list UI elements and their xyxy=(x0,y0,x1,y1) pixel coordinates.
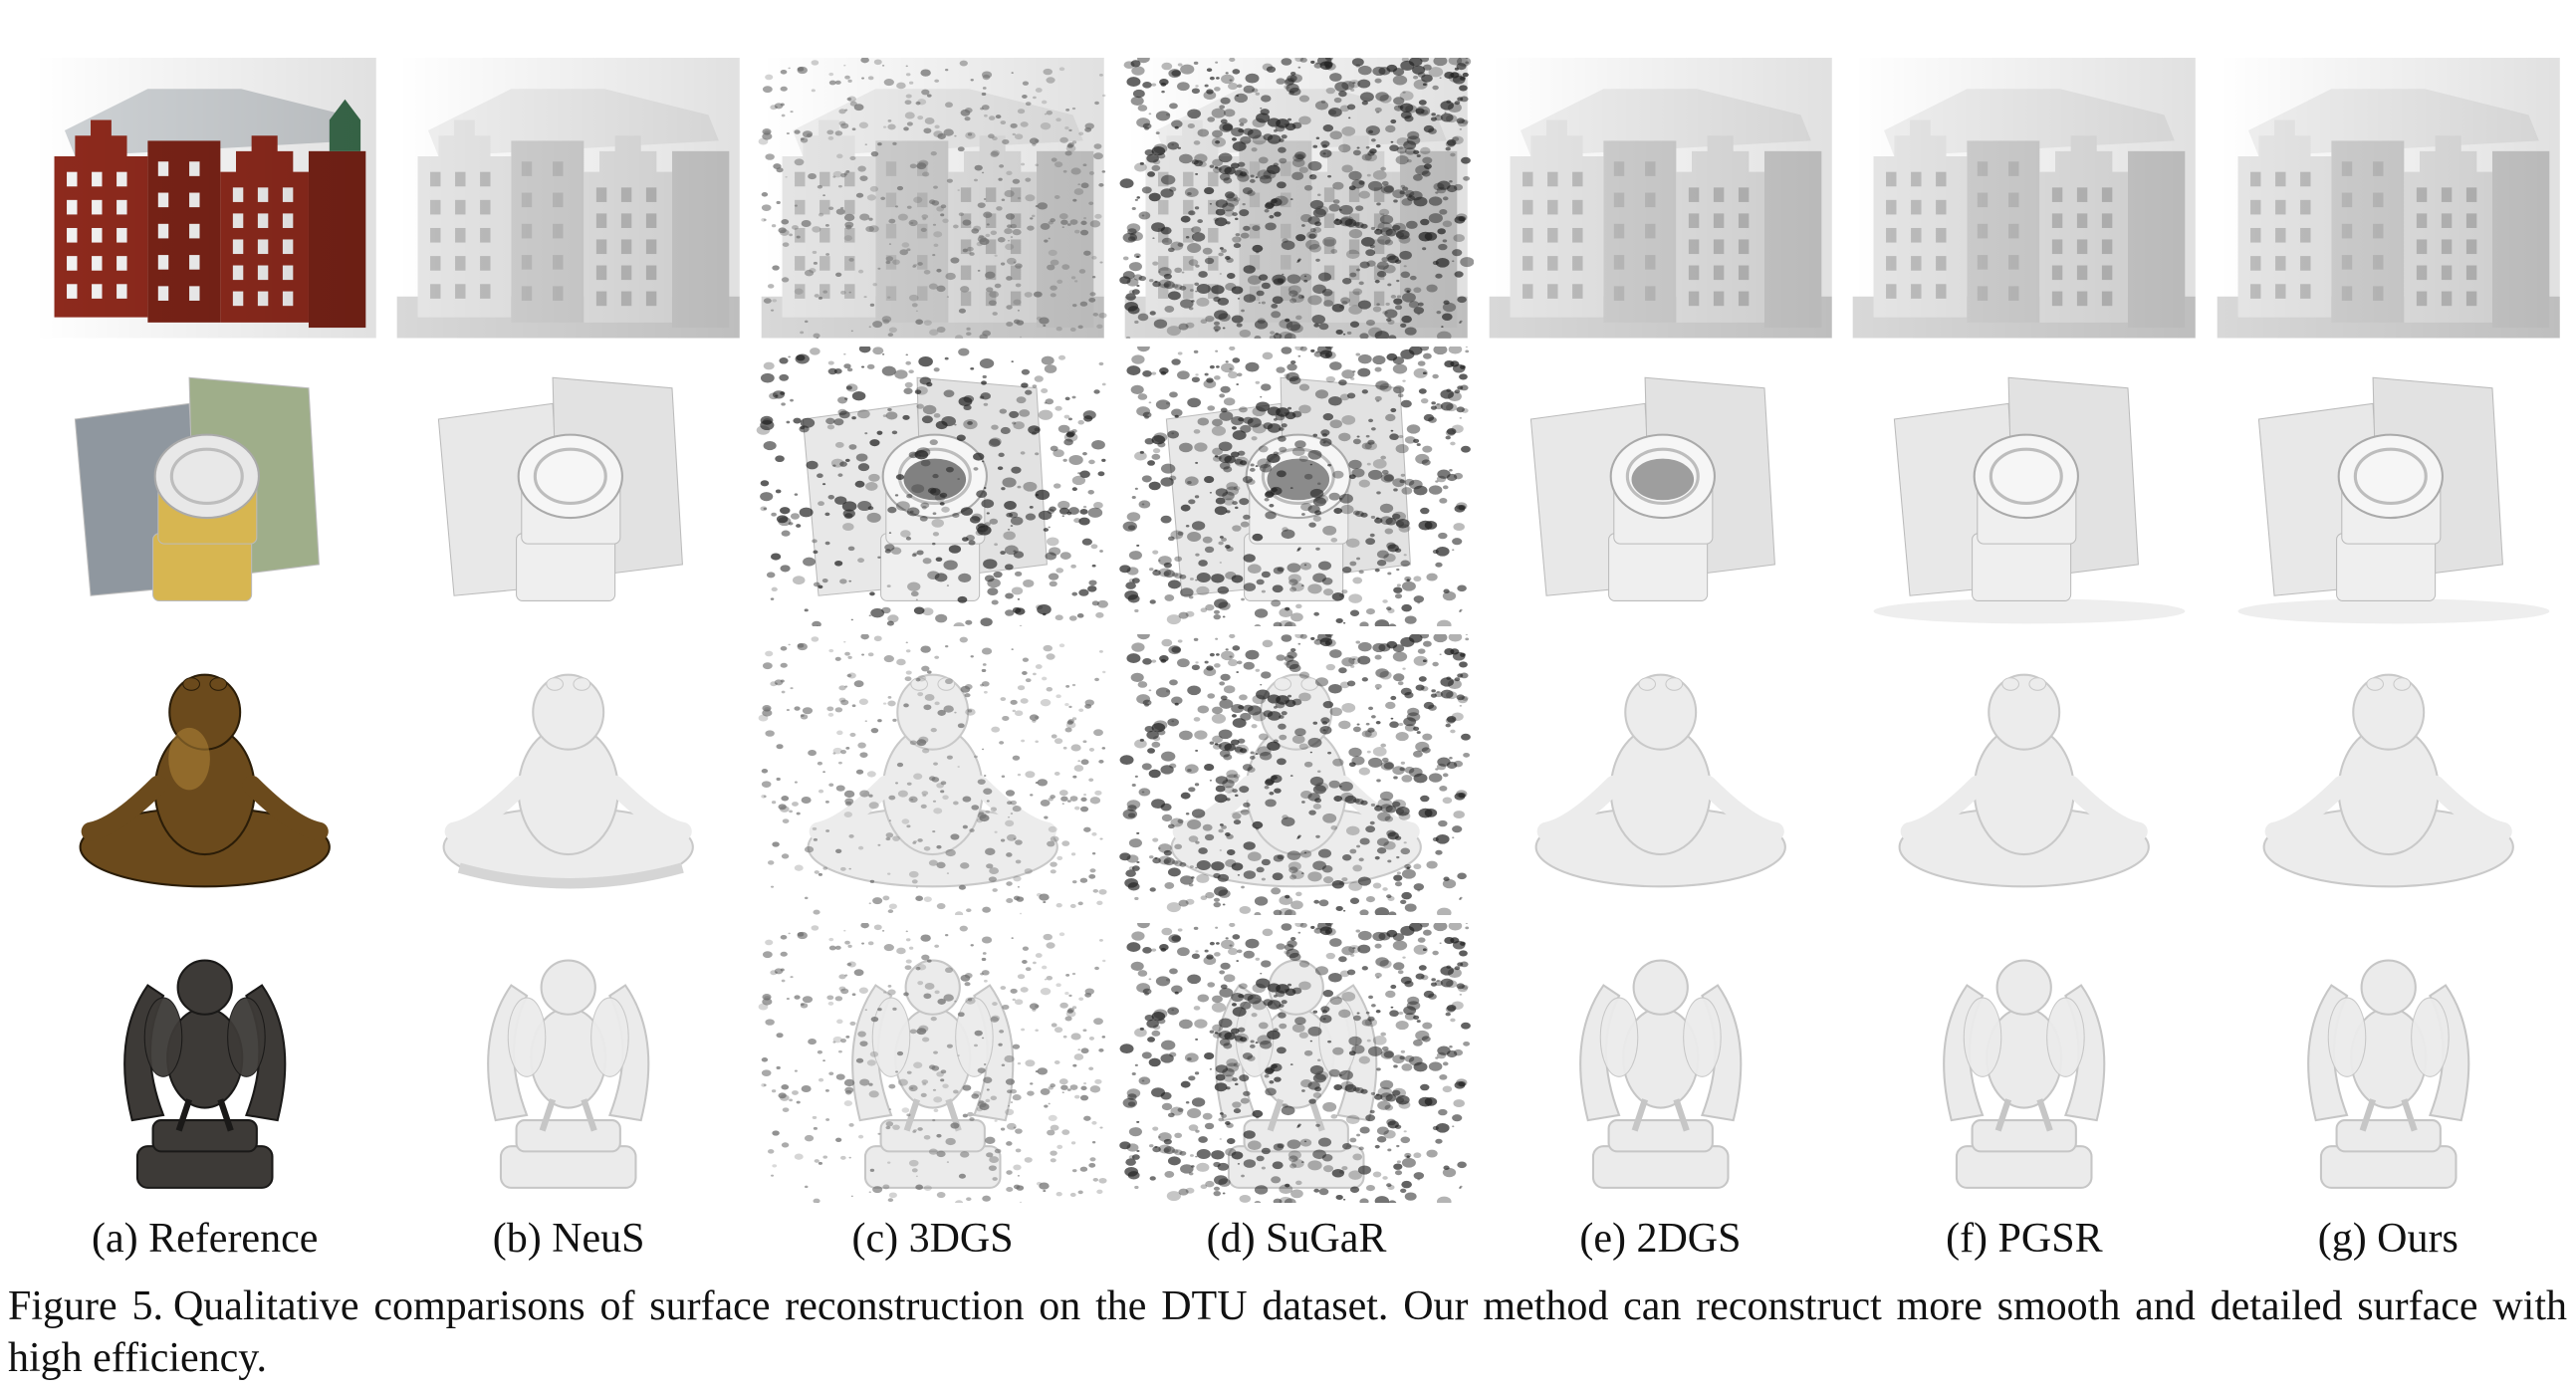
thumbnail-packages-and-cans-2dgs xyxy=(1483,346,1838,626)
render-angel-in-hands-sugar xyxy=(1119,922,1472,1203)
render-building-pgsr xyxy=(1852,58,2196,339)
render-buddha-frog-neus xyxy=(442,673,695,889)
thumbnail-buddha-frog-sugar xyxy=(1119,634,1474,915)
render-angel-in-hands-reference xyxy=(123,958,287,1189)
thumbnail-buddha-frog-3dgs xyxy=(755,634,1110,915)
thumbnail-angel-in-hands-neus xyxy=(391,922,746,1203)
thumbnail-packages-and-cans-pgsr xyxy=(1847,346,2202,626)
figure-caption: Figure 5. Qualitative comparisons of surf… xyxy=(8,1280,2567,1384)
render-packages-and-cans-3dgs xyxy=(756,346,1108,626)
thumbnail-packages-and-cans-neus xyxy=(391,346,746,626)
column-label-pgsr: (f) PGSR xyxy=(1946,1216,2103,1262)
thumbnail-angel-in-hands-3dgs xyxy=(755,922,1110,1203)
column-label-2dgs: (e) 2DGS xyxy=(1579,1216,1742,1262)
thumbnail-buddha-frog-reference xyxy=(28,634,382,915)
thumbnail-buddha-frog-neus xyxy=(391,634,746,915)
thumbnail-buddha-frog-pgsr xyxy=(1847,634,2202,915)
caption-number: Figure 5. xyxy=(8,1283,163,1329)
thumbnail-building-reference xyxy=(28,58,382,339)
render-angel-in-hands-2dgs xyxy=(1578,958,1743,1189)
column-labels: (a) Reference (b) NeuS (c) 3DGS (d) SuGaR (e… xyxy=(28,1209,2565,1269)
thumbnail-packages-and-cans-sugar xyxy=(1119,346,1474,626)
thumbnail-building-ours xyxy=(2211,58,2565,339)
render-packages-and-cans-neus xyxy=(438,376,684,601)
thumbnail-building-pgsr xyxy=(1847,58,2202,339)
image-grid xyxy=(28,58,2565,1203)
thumbnail-building-3dgs xyxy=(755,58,1110,339)
render-packages-and-cans-reference xyxy=(74,376,320,601)
render-building-3dgs xyxy=(758,58,1107,339)
thumbnail-building-sugar xyxy=(1119,58,1474,339)
column-label-reference: (a) Reference xyxy=(92,1216,319,1262)
render-packages-and-cans-pgsr xyxy=(1873,376,2186,623)
thumbnail-buddha-frog-2dgs xyxy=(1483,634,1838,915)
thumbnail-packages-and-cans-reference xyxy=(28,346,382,626)
render-building-reference xyxy=(33,58,376,339)
thumbnail-angel-in-hands-pgsr xyxy=(1847,922,2202,1203)
render-buddha-frog-3dgs xyxy=(758,634,1107,915)
thumbnail-angel-in-hands-2dgs xyxy=(1483,922,1838,1203)
render-angel-in-hands-ours xyxy=(2306,958,2469,1189)
render-building-neus xyxy=(397,58,741,339)
render-buddha-frog-reference xyxy=(79,673,331,888)
render-buddha-frog-ours xyxy=(2262,673,2514,888)
thumbnail-packages-and-cans-3dgs xyxy=(755,346,1110,626)
render-packages-and-cans-ours xyxy=(2237,376,2549,623)
render-angel-in-hands-pgsr xyxy=(1943,958,2106,1189)
render-packages-and-cans-2dgs xyxy=(1529,376,1775,601)
thumbnail-angel-in-hands-ours xyxy=(2211,922,2565,1203)
column-label-sugar: (d) SuGaR xyxy=(1206,1216,1387,1262)
column-label-ours: (g) Ours xyxy=(2317,1216,2459,1262)
render-buddha-frog-pgsr xyxy=(1898,673,2151,888)
render-buddha-frog-2dgs xyxy=(1534,673,1786,888)
column-label-3dgs: (c) 3DGS xyxy=(851,1216,1014,1262)
render-packages-and-cans-sugar xyxy=(1119,346,1472,626)
column-label-neus: (b) NeuS xyxy=(492,1216,645,1262)
thumbnail-buddha-frog-ours xyxy=(2211,634,2565,915)
render-angel-in-hands-neus xyxy=(487,958,650,1189)
render-building-ours xyxy=(2217,58,2560,339)
thumbnail-angel-in-hands-reference xyxy=(28,922,382,1203)
thumbnail-building-neus xyxy=(391,58,746,339)
render-buddha-frog-sugar xyxy=(1119,634,1472,915)
thumbnail-angel-in-hands-sugar xyxy=(1119,922,1474,1203)
thumbnail-packages-and-cans-ours xyxy=(2211,346,2565,626)
render-building-sugar xyxy=(1119,58,1474,339)
render-building-2dgs xyxy=(1489,58,1832,339)
render-angel-in-hands-3dgs xyxy=(758,922,1107,1203)
caption-text: Qualitative comparisons of surface recon… xyxy=(8,1283,2568,1381)
thumbnail-building-2dgs xyxy=(1483,58,1838,339)
